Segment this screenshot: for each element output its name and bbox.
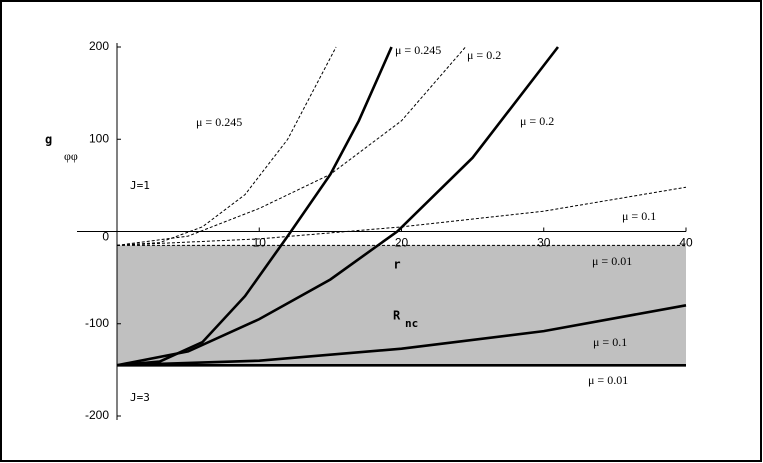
y-tick-label: 200 [89,39,109,53]
series-line [116,304,687,367]
series-line [116,186,687,246]
x-tick-label: 10 [253,236,267,250]
series-line [116,46,393,367]
region-label: R [393,309,401,323]
x-tick-label: 30 [537,236,551,250]
series-label: μ = 0.245 [196,115,242,129]
series-label: μ = 0.01 [588,373,628,387]
series-label: μ = 0.01 [592,254,632,268]
annotation: J=1 [130,179,150,192]
region-label-sub: nc [405,317,418,330]
y-tick-label: 0 [102,230,109,244]
y-axis-label-sub: φφ [64,149,78,163]
series-line [116,46,466,246]
series-label: μ = 0.1 [593,335,627,349]
series-line [116,46,337,246]
x-tick-label: 40 [679,236,693,250]
series-label: μ = 0.245 [395,43,441,57]
region [117,245,686,366]
series-label: μ = 0.2 [520,114,554,128]
series-label: μ = 0.2 [467,48,501,62]
series-label: μ = 0.1 [622,209,656,223]
series-line [116,46,560,367]
y-tick-label: -100 [85,316,109,330]
y-tick-label: -200 [85,408,109,422]
x-axis-label: r [393,258,400,272]
y-tick-label: 100 [89,131,109,145]
annotation: J=3 [130,391,150,404]
x-tick-label: 20 [395,236,409,250]
y-axis-label: g [45,133,52,147]
